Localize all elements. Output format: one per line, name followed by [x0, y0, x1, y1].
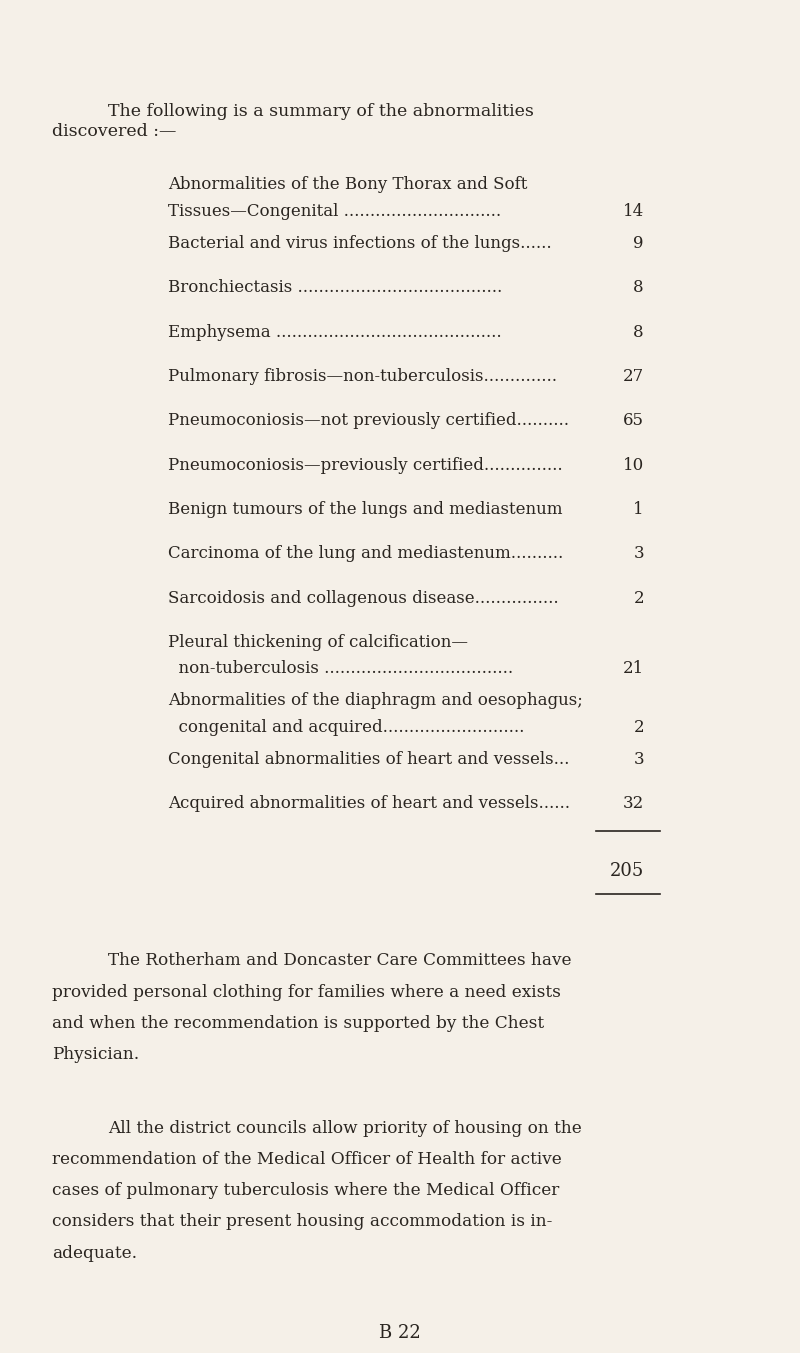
- Text: 8: 8: [634, 279, 644, 296]
- Text: B 22: B 22: [379, 1325, 421, 1342]
- Text: 10: 10: [622, 456, 644, 474]
- Text: discovered :—: discovered :—: [52, 123, 176, 139]
- Text: and when the recommendation is supported by the Chest: and when the recommendation is supported…: [52, 1015, 544, 1032]
- Text: Congenital abnormalities of heart and vessels...: Congenital abnormalities of heart and ve…: [168, 751, 570, 769]
- Text: 14: 14: [622, 203, 644, 219]
- Text: considers that their present housing accommodation is in-: considers that their present housing acc…: [52, 1214, 552, 1230]
- Text: Pulmonary fibrosis—non-tuberculosis..............: Pulmonary fibrosis—non-tuberculosis.....…: [168, 368, 557, 384]
- Text: 205: 205: [610, 862, 644, 879]
- Text: Abnormalities of the diaphragm and oesophagus;: Abnormalities of the diaphragm and oesop…: [168, 693, 582, 709]
- Text: non-tuberculosis ....................................: non-tuberculosis .......................…: [168, 660, 513, 676]
- Text: The following is a summary of the abnormalities: The following is a summary of the abnorm…: [108, 103, 534, 120]
- Text: 1: 1: [634, 501, 644, 518]
- Text: provided personal clothing for families where a need exists: provided personal clothing for families …: [52, 984, 561, 1001]
- Text: Pleural thickening of calcification—: Pleural thickening of calcification—: [168, 635, 468, 651]
- Text: Physician.: Physician.: [52, 1046, 139, 1063]
- Text: Bacterial and virus infections of the lungs......: Bacterial and virus infections of the lu…: [168, 235, 552, 252]
- Text: 21: 21: [622, 660, 644, 676]
- Text: 3: 3: [634, 751, 644, 769]
- Text: Bronchiectasis .......................................: Bronchiectasis .........................…: [168, 279, 502, 296]
- Text: Abnormalities of the Bony Thorax and Soft: Abnormalities of the Bony Thorax and Sof…: [168, 176, 527, 193]
- Text: Benign tumours of the lungs and mediastenum: Benign tumours of the lungs and mediaste…: [168, 501, 562, 518]
- Text: Pneumoconiosis—previously certified...............: Pneumoconiosis—previously certified.....…: [168, 456, 562, 474]
- Text: 32: 32: [622, 796, 644, 812]
- Text: congenital and acquired...........................: congenital and acquired.................…: [168, 718, 524, 736]
- Text: Acquired abnormalities of heart and vessels......: Acquired abnormalities of heart and vess…: [168, 796, 570, 812]
- Text: 2: 2: [634, 718, 644, 736]
- Text: Carcinoma of the lung and mediastenum..........: Carcinoma of the lung and mediastenum...…: [168, 545, 563, 563]
- Text: Emphysema ...........................................: Emphysema ..............................…: [168, 323, 502, 341]
- Text: 8: 8: [634, 323, 644, 341]
- Text: 65: 65: [623, 413, 644, 429]
- Text: adequate.: adequate.: [52, 1245, 137, 1262]
- Text: recommendation of the Medical Officer of Health for active: recommendation of the Medical Officer of…: [52, 1151, 562, 1168]
- Text: cases of pulmonary tuberculosis where the Medical Officer: cases of pulmonary tuberculosis where th…: [52, 1183, 559, 1199]
- Text: 27: 27: [622, 368, 644, 384]
- Text: 9: 9: [634, 235, 644, 252]
- Text: Sarcoidosis and collagenous disease................: Sarcoidosis and collagenous disease.....…: [168, 590, 558, 606]
- Text: 2: 2: [634, 590, 644, 606]
- Text: Tissues—Congenital ..............................: Tissues—Congenital .....................…: [168, 203, 501, 219]
- Text: The Rotherham and Doncaster Care Committees have: The Rotherham and Doncaster Care Committ…: [108, 953, 571, 970]
- Text: Pneumoconiosis—not previously certified..........: Pneumoconiosis—not previously certified.…: [168, 413, 569, 429]
- Text: 3: 3: [634, 545, 644, 563]
- Text: All the district councils allow priority of housing on the: All the district councils allow priority…: [108, 1120, 582, 1137]
